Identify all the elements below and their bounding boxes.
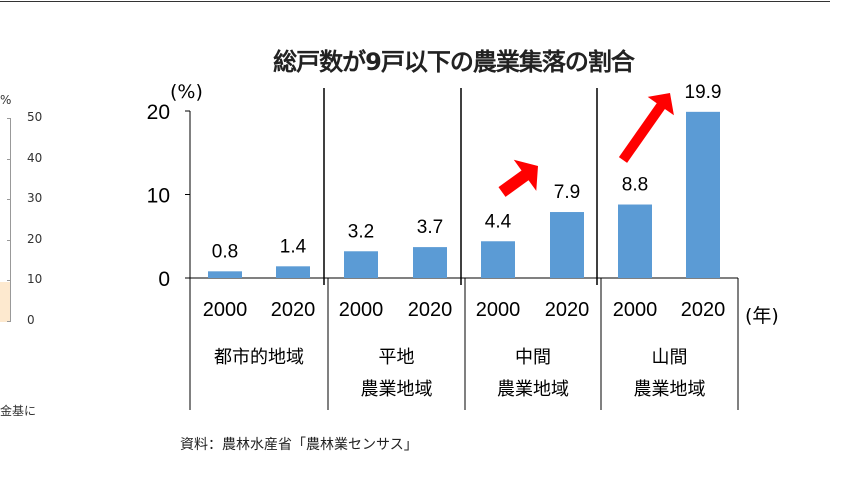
- x-year-label: 2000: [613, 299, 658, 321]
- bar: [550, 212, 584, 278]
- data-label: 4.4: [485, 211, 512, 232]
- x-year-label: 2000: [339, 299, 384, 321]
- bar: [413, 247, 447, 278]
- left-tick-label: 0: [27, 313, 35, 327]
- left-tick: [7, 199, 11, 201]
- group-label: 中間: [515, 347, 551, 368]
- y-axis-label: (%): [170, 81, 203, 103]
- data-label: 1.4: [280, 236, 307, 257]
- x-year-label: 2020: [545, 299, 590, 321]
- x-year-label: 2020: [408, 299, 453, 321]
- left-tick-label: 40: [27, 150, 43, 165]
- left-tick: [7, 239, 11, 241]
- left-tick: [7, 321, 11, 322]
- left-bar-fragment: [0, 282, 10, 322]
- y-tick-label: 10: [147, 185, 170, 208]
- bar: [618, 204, 652, 278]
- x-year-label: 2020: [681, 299, 726, 321]
- x-year-label: 2000: [476, 299, 521, 321]
- top-divider: [0, 1, 830, 2]
- y-tick-label: 20: [147, 101, 170, 124]
- left-note: 金基に: [0, 404, 37, 418]
- x-year-label: 2000: [203, 299, 248, 321]
- left-tick: [7, 280, 11, 282]
- bar: [686, 111, 720, 279]
- group-label: 都市的地域: [214, 347, 304, 368]
- data-label: 3.2: [348, 221, 374, 242]
- group-label: 平地: [379, 347, 415, 368]
- data-label: 7.9: [554, 182, 580, 203]
- bar: [344, 251, 378, 278]
- left-tick-label: 20: [27, 231, 43, 246]
- x-axis-unit: (年): [745, 305, 779, 327]
- source-note: 資料：農林水産省「農林業センサス」: [180, 437, 418, 453]
- y-tick-label: 0: [158, 268, 170, 291]
- chart-title: 総戸数が9戸以下の農業集落の割合: [273, 48, 635, 76]
- bar: [208, 271, 242, 278]
- group-label: 農業地域: [361, 379, 433, 400]
- data-label: 0.8: [212, 241, 238, 262]
- left-tick-label: 10: [27, 272, 43, 287]
- data-label: 3.7: [417, 217, 443, 238]
- left-unit: %: [0, 93, 12, 107]
- trend-arrow-icon: [618, 93, 674, 163]
- group-label: 山間: [652, 347, 688, 368]
- left-tick-label: 50: [27, 110, 43, 124]
- left-tick: [7, 118, 11, 119]
- data-label: 8.8: [622, 175, 648, 196]
- bar: [481, 241, 515, 278]
- trend-arrow-icon: [498, 159, 538, 197]
- group-label: 農業地域: [497, 379, 569, 400]
- data-label: 19.9: [685, 82, 722, 103]
- left-tick: [7, 158, 11, 160]
- left-axis: [10, 118, 11, 322]
- bar: [276, 266, 310, 278]
- left-tick-label: 30: [27, 191, 43, 206]
- group-label: 農業地域: [634, 379, 706, 400]
- x-year-label: 2020: [271, 299, 316, 321]
